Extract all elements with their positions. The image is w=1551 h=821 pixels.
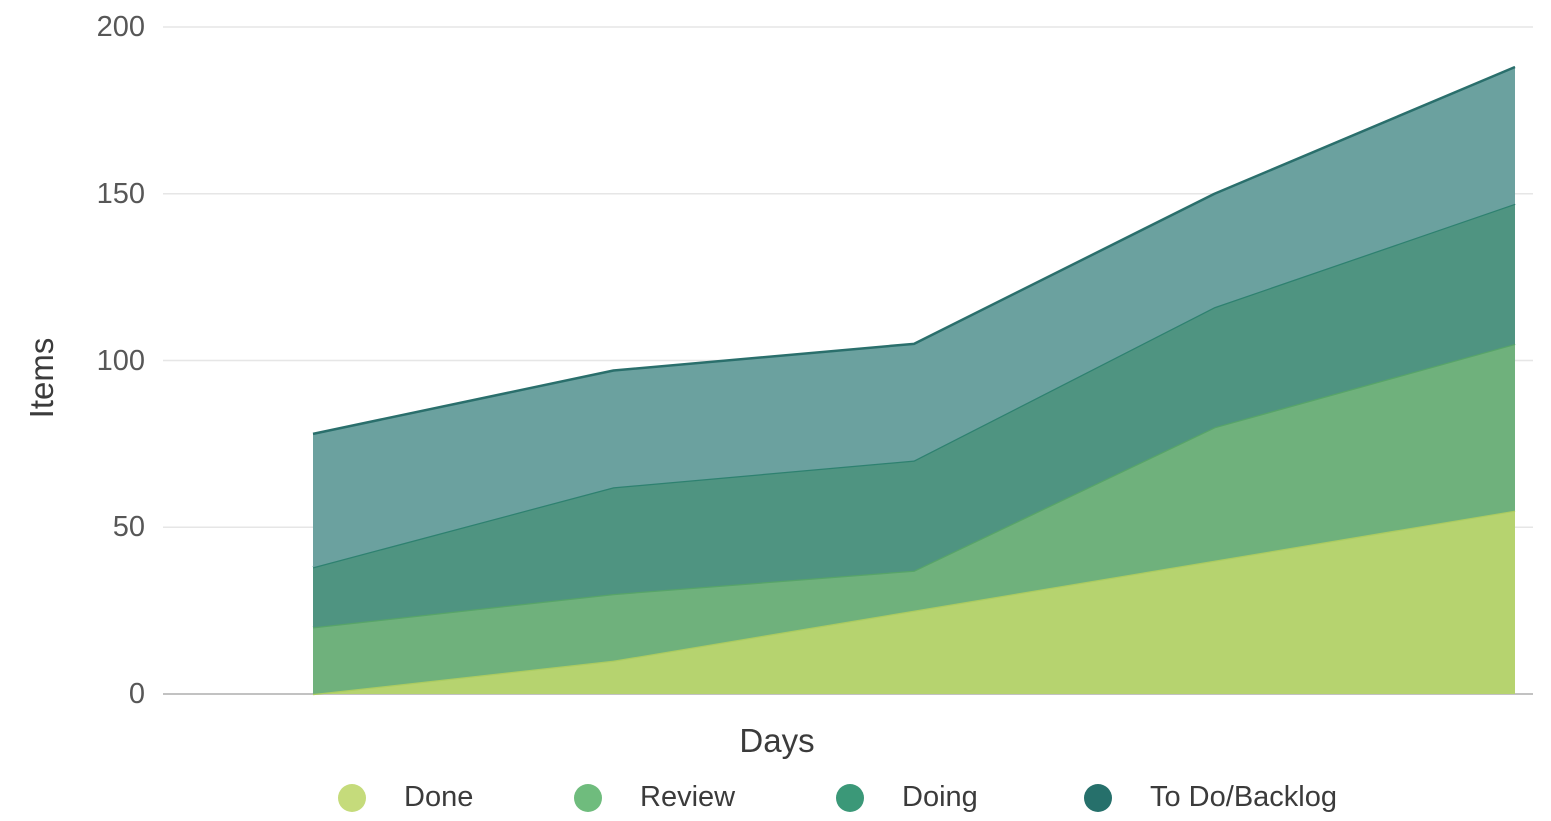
y-tick-label-100: 100	[96, 344, 145, 377]
area-to-do-backlog	[313, 67, 1515, 568]
legend-item-done[interactable]: Done	[338, 781, 473, 814]
legend-dot-icon	[836, 783, 864, 812]
legend-dot-icon	[574, 783, 602, 812]
x-axis-title: Days	[739, 722, 815, 759]
y-axis-title: Items	[23, 337, 60, 419]
legend-label: Done	[404, 781, 474, 813]
legend-label: Review	[640, 781, 736, 813]
area-review	[313, 343, 1515, 694]
legend-label: To Do/Backlog	[1150, 781, 1337, 813]
line-to-do-backlog	[312, 65, 1516, 436]
y-tick-label-0: 0	[128, 678, 145, 710]
legend-item-review[interactable]: Review	[574, 781, 735, 814]
area-done	[313, 510, 1515, 694]
y-tick-label-50: 50	[112, 511, 145, 544]
legend-label: Doing	[902, 781, 978, 813]
legend-dot-icon	[1084, 783, 1112, 812]
legend-item-to-do-backlog[interactable]: To Do/Backlog	[1084, 781, 1337, 814]
legend-dot-icon	[338, 783, 366, 812]
legend-item-doing[interactable]: Doing	[836, 781, 978, 814]
y-tick-label-150: 150	[96, 177, 145, 210]
area-doing	[313, 203, 1515, 628]
y-tick-label-200: 200	[96, 11, 145, 43]
